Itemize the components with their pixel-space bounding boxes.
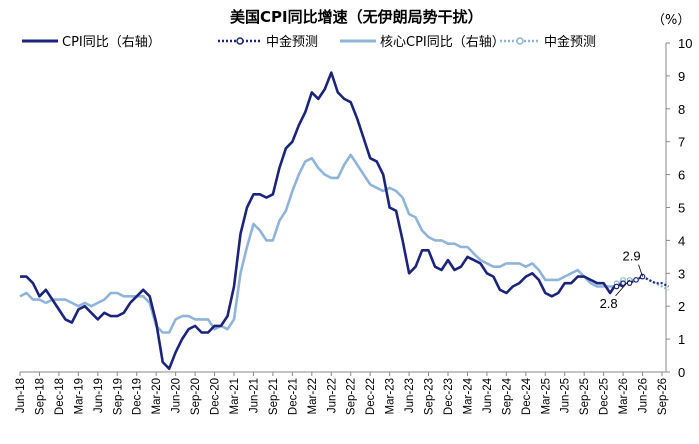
x-tick-label: Dec-19: [132, 378, 144, 415]
x-tick-label: Sep-21: [268, 378, 280, 415]
annotations: 2.9 2.8: [600, 249, 643, 311]
x-tick-label: Dec-18: [54, 378, 66, 415]
y-tick-label: 8: [678, 102, 685, 117]
legend-marker-cpi-forecast: [236, 37, 244, 45]
x-tick-label: Jun-25: [560, 378, 572, 413]
series-point-cpi-forecast: [626, 280, 633, 286]
annotation-leader: [638, 264, 643, 277]
x-tick-label: Mar-20: [151, 378, 163, 414]
x-tick-label: Mar-26: [618, 378, 630, 414]
y-tick-label: 0: [678, 365, 685, 380]
x-tick-label: Mar-24: [462, 377, 474, 414]
x-tick-label: Jun-19: [93, 378, 105, 413]
annotation-label: 2.9: [623, 249, 641, 264]
annotation-label: 2.8: [600, 296, 618, 311]
x-tick-label: Jun-23: [404, 378, 416, 413]
x-tick-label: Dec-21: [287, 378, 299, 415]
x-tick-label: Jun-22: [326, 378, 338, 413]
x-tick-label: Sep-18: [34, 378, 46, 415]
legend-label-core: 核心CPI同比（右轴）: [380, 35, 505, 50]
y-tick-label: 10: [678, 36, 692, 51]
series-line-cpi: [20, 71, 624, 370]
x-tick-label: Sep-22: [346, 378, 358, 415]
x-tick-label: Jun-24: [482, 377, 494, 413]
x-tick-label: Sep-20: [190, 378, 202, 415]
x-tick-label: Mar-25: [540, 378, 552, 414]
plot-area: [19, 71, 669, 370]
x-tick-label: Jun-26: [638, 378, 650, 413]
annotation-leader: [615, 279, 630, 297]
x-tick-label: Dec-22: [365, 378, 377, 415]
x-tick-label: Sep-23: [424, 378, 436, 415]
y-tick-label: 5: [678, 201, 685, 216]
y-tick-label: 9: [678, 69, 685, 84]
x-tick-label: Mar-19: [73, 378, 85, 414]
series-point-cpi-forecast: [613, 283, 620, 290]
x-tick-label: Dec-20: [210, 378, 222, 415]
series-point-cpi-forecast: [633, 277, 639, 283]
y-tick-label: 1: [678, 332, 685, 347]
legend-item-cpi: CPI同比（右轴）: [22, 35, 161, 50]
x-tick-label: Mar-21: [229, 378, 241, 414]
legend-label-cpi-forecast: 中金预测: [266, 34, 318, 50]
y-tick-label: 2: [678, 299, 685, 314]
legend-label-cpi: CPI同比（右轴）: [62, 35, 161, 50]
x-tick-label: Dec-23: [443, 378, 455, 415]
x-tick-label: Sep-24: [501, 377, 513, 415]
x-tick-label: Jun-18: [15, 378, 27, 413]
series-line-core: [19, 153, 625, 334]
series-point-cpi-forecast: [620, 280, 626, 286]
axes: 0 1 2 3 4 5 6 7 8 9 10 Jun-18 Sep-18 Dec-18 Mar-19 Jun-…: [15, 36, 692, 415]
legend-item-core: 核心CPI同比（右轴）: [340, 35, 505, 50]
legend-marker-core-forecast: [516, 37, 524, 45]
x-tick-label: Sep-19: [112, 378, 124, 415]
x-tick-label: Dec-25: [599, 378, 611, 415]
y-tick-label: 4: [678, 233, 685, 248]
legend-item-core-forecast: 中金预测: [500, 34, 596, 50]
legend-item-cpi-forecast: 中金预测: [218, 34, 318, 50]
x-tick-label: Jun-20: [171, 378, 183, 413]
x-tick-label: Mar-22: [307, 378, 319, 414]
legend: CPI同比（右轴） 中金预测 核心CPI同比（右轴） 中金预测: [22, 34, 596, 50]
x-tick-label: Mar-23: [385, 378, 397, 414]
x-tick-label: Sep-25: [579, 378, 591, 415]
x-tick-label: Jun-21: [248, 378, 260, 413]
y-tick-label: 3: [678, 266, 685, 281]
unit-label: （%）: [652, 13, 690, 28]
legend-label-core-forecast: 中金预测: [544, 34, 596, 50]
chart-title: 美国CPI同比增速（无伊朗局势干扰）: [230, 8, 483, 26]
y-tick-label: 6: [678, 168, 685, 183]
x-tick-label: Sep-26: [657, 378, 669, 415]
y-tick-label: 7: [678, 135, 685, 150]
x-tick-label: Dec-24: [521, 377, 533, 415]
